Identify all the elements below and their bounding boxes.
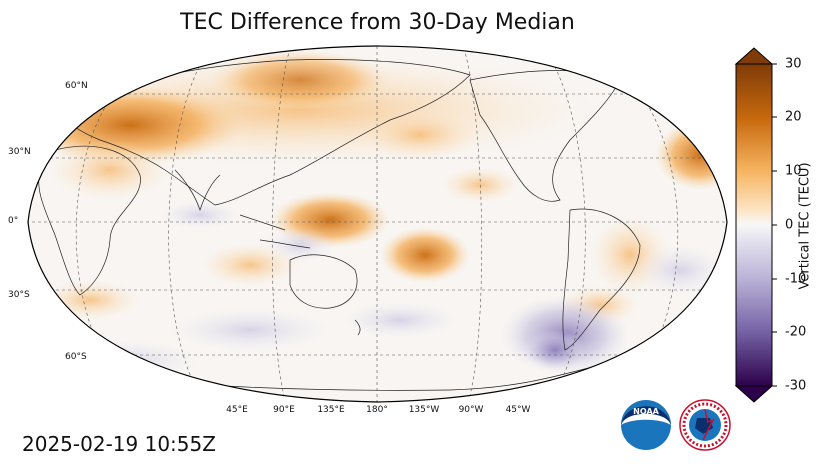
lat-label-30s: 30°S (8, 290, 30, 300)
lat-label-60s: 60°S (65, 352, 87, 362)
noaa-logo-text: NOAA (633, 407, 659, 416)
noaa-logo: NOAA (621, 400, 671, 450)
colorbar (734, 47, 777, 403)
colorbar-tick-10: 10 (785, 163, 802, 179)
timestamp: 2025-02-19 10:55Z (22, 432, 216, 456)
lon-label-90w: 90°W (458, 405, 484, 415)
lon-label-180: 180° (366, 405, 388, 415)
lat-label-30n: 30°N (8, 147, 31, 157)
lon-label-45w: 45°W (505, 405, 531, 415)
lon-label-135w: 135°W (408, 405, 440, 415)
lat-label-60n: 60°N (65, 81, 88, 91)
map-title: TEC Difference from 30-Day Median (180, 10, 575, 35)
lon-label-135e: 135°E (317, 405, 345, 415)
colorbar-tick-0: 0 (785, 217, 794, 233)
colorbar-label: Vertical TEC (TECU) (797, 162, 813, 290)
lon-label-45e: 45°E (226, 405, 248, 415)
colorbar-tick-neg10: -10 (785, 271, 807, 287)
colorbar-tick-20: 20 (785, 109, 802, 125)
lat-label-0: 0° (8, 216, 19, 226)
lon-label-90e: 90°E (273, 405, 295, 415)
colorbar-tick-neg30: -30 (785, 378, 807, 394)
colorbar-tick-30: 30 (785, 56, 802, 72)
nws-logo (679, 399, 731, 451)
map-field (28, 46, 727, 402)
globe-outline (27, 45, 728, 403)
colorbar-tick-neg20: -20 (785, 324, 807, 340)
